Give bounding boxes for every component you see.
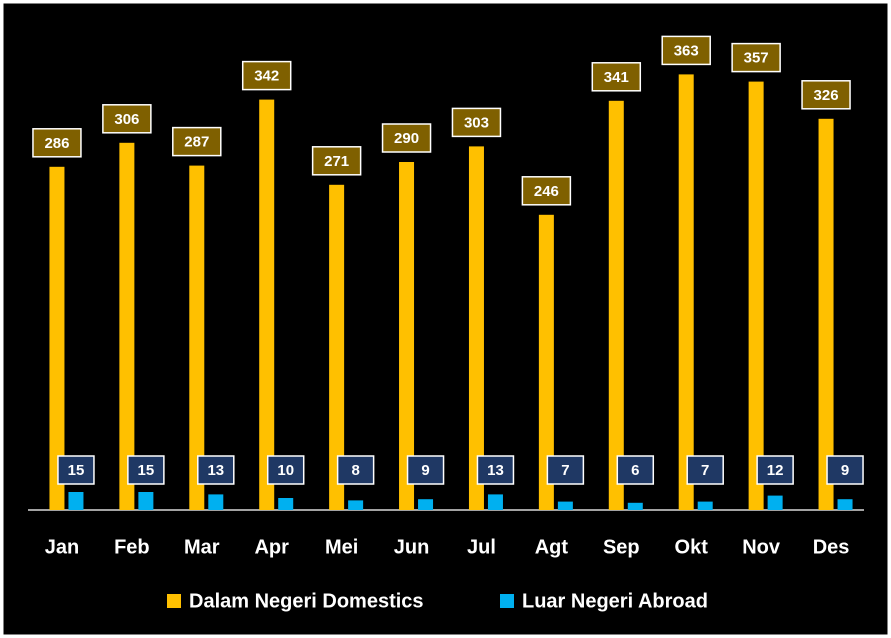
data-label: 341	[604, 69, 629, 86]
x-tick-label: Agt	[535, 536, 569, 558]
data-label: 363	[674, 42, 699, 59]
data-label-box	[266, 455, 305, 485]
bar	[627, 502, 643, 510]
data-label: 8	[351, 462, 359, 479]
data-label: 13	[487, 462, 504, 479]
bar	[818, 118, 834, 511]
bar	[487, 494, 503, 510]
x-tick-label: Apr	[254, 536, 289, 558]
data-label-box	[102, 104, 152, 134]
x-tick-label: Nov	[742, 536, 781, 558]
data-label-box	[616, 455, 655, 485]
x-tick-label: Mar	[184, 536, 220, 558]
bar	[538, 214, 554, 511]
data-label: 357	[744, 50, 769, 67]
data-label: 271	[324, 153, 349, 170]
legend-label: Luar Negeri Abroad	[522, 590, 708, 612]
bar	[748, 81, 764, 510]
bar	[138, 492, 154, 510]
data-label-box	[546, 455, 585, 485]
bar	[608, 100, 624, 511]
data-label: 10	[277, 462, 294, 479]
x-tick-label: Jan	[45, 536, 79, 558]
data-label: 290	[394, 130, 419, 147]
data-label-box	[127, 455, 165, 485]
data-label: 246	[534, 183, 559, 200]
x-tick-label: Jun	[394, 536, 430, 558]
bar	[557, 501, 573, 510]
legend-swatch	[167, 594, 181, 608]
data-label-box	[172, 126, 222, 157]
data-label-box	[591, 62, 642, 92]
bar	[418, 499, 434, 510]
bar	[678, 74, 694, 511]
bar	[208, 494, 224, 510]
bar	[189, 165, 205, 510]
data-label: 9	[421, 462, 429, 479]
data-label-box	[451, 107, 502, 138]
bar	[697, 501, 713, 510]
bar	[68, 492, 84, 510]
data-label: 15	[138, 462, 155, 479]
x-tick-label: Mei	[325, 536, 358, 558]
data-label: 303	[464, 114, 489, 131]
data-label: 15	[68, 462, 85, 479]
data-label-box	[311, 146, 362, 176]
data-label-box	[32, 128, 82, 158]
data-label-box	[731, 42, 781, 73]
bar	[278, 498, 294, 510]
bar	[767, 495, 783, 510]
data-label: 326	[814, 87, 839, 104]
bar	[468, 146, 484, 510]
data-label-box	[241, 60, 292, 91]
bar	[348, 500, 364, 510]
bar	[49, 166, 65, 511]
data-label-box	[826, 455, 864, 485]
data-label-box	[476, 455, 515, 485]
data-label-box	[521, 176, 572, 206]
data-label-box	[57, 455, 95, 485]
legend-swatch	[500, 594, 514, 608]
data-label: 12	[767, 462, 784, 479]
data-label: 13	[207, 462, 224, 479]
x-tick-label: Jul	[467, 536, 496, 558]
data-label-box	[686, 455, 724, 485]
bar	[329, 184, 345, 511]
data-label-box	[197, 455, 235, 485]
data-label: 6	[631, 462, 639, 479]
bar	[399, 162, 415, 510]
data-label-box	[801, 80, 851, 110]
bar	[837, 499, 853, 510]
data-label: 342	[254, 68, 279, 85]
data-label: 306	[114, 111, 139, 128]
x-tick-label: Des	[813, 536, 850, 558]
data-label: 286	[44, 135, 69, 152]
data-label: 7	[701, 462, 709, 479]
data-label-box	[406, 455, 445, 485]
x-tick-label: Feb	[114, 536, 150, 558]
x-tick-label: Okt	[675, 536, 709, 558]
data-label: 287	[184, 134, 209, 151]
x-tick-label: Sep	[603, 536, 640, 558]
bar	[259, 99, 275, 510]
legend-label: Dalam Negeri Domestics	[189, 590, 424, 612]
data-label-box	[381, 123, 432, 153]
bar	[119, 142, 135, 511]
data-label-box	[336, 455, 375, 485]
data-label: 9	[841, 462, 849, 479]
data-label-box	[661, 35, 711, 66]
data-label-box	[756, 455, 794, 485]
data-label: 7	[561, 462, 569, 479]
